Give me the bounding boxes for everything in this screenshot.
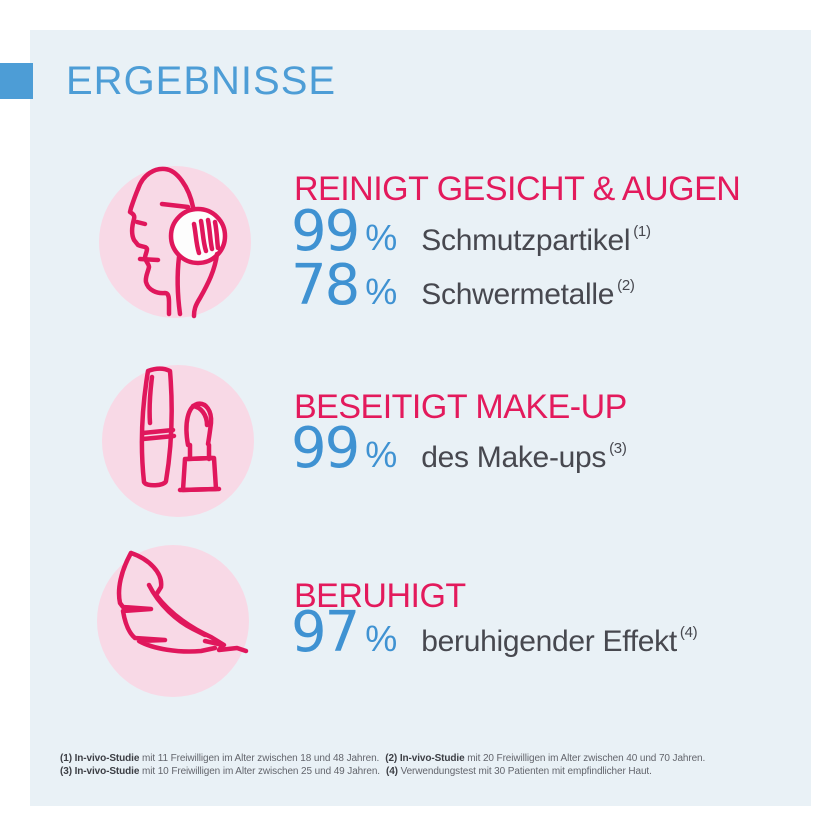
- mascara-lipstick-svg: [102, 365, 254, 517]
- stat-unit: %: [365, 271, 398, 312]
- stat-unit: %: [365, 618, 398, 659]
- stat-row-makeup: 99 % des Make-ups (3): [291, 421, 627, 477]
- section-heading-makeup: BESEITIGT MAKE-UP: [294, 388, 627, 426]
- stat-row-heavy-metals: 78 % Schwermetalle (2): [291, 258, 635, 314]
- section-heading-cleansing: REINIGT GESICHT & AUGEN: [294, 170, 741, 208]
- stat-unit: %: [365, 217, 398, 258]
- stat-row-dirt: 99 % Schmutzpartikel (1): [291, 204, 651, 260]
- footnote-ref: (2): [617, 277, 635, 294]
- mascara-lipstick-icon: [94, 357, 262, 525]
- stat-label: des Make-ups (3): [421, 440, 627, 474]
- footnote-line-1: (1) In-vivo-Studie mit 11 Freiwilligen i…: [60, 753, 800, 766]
- feather-svg: [97, 545, 249, 697]
- face-cotton-pad-icon: [91, 158, 259, 326]
- stat-value: 97: [291, 600, 360, 665]
- footnotes: (1) In-vivo-Studie mit 11 Freiwilligen i…: [60, 753, 800, 778]
- footnote-2: (2) In-vivo-Studie mit 20 Freiwilligen i…: [385, 753, 706, 764]
- feather-icon: [89, 537, 257, 705]
- footnote-line-2: (3) In-vivo-Studie mit 10 Freiwilligen i…: [60, 766, 800, 779]
- stat-unit: %: [365, 434, 398, 475]
- footnote-3: (3) In-vivo-Studie mit 10 Freiwilligen i…: [60, 765, 380, 777]
- stat-row-soothing: 97 % beruhigender Effekt (4): [291, 600, 698, 665]
- stat-value: 99: [291, 199, 360, 264]
- face-cotton-pad-svg: [99, 166, 251, 319]
- footnote-ref: (1): [633, 223, 651, 240]
- blue-accent-square: [0, 63, 33, 99]
- stat-label: Schwermetalle (2): [421, 277, 635, 311]
- stat-label: Schmutzpartikel (1): [421, 223, 651, 257]
- stat-value: 78: [291, 253, 360, 318]
- footnote-4: (4) Verwendungstest mit 30 Patienten mit…: [385, 765, 652, 777]
- stat-value: 99: [291, 416, 360, 481]
- footnote-1: (1) In-vivo-Studie mit 11 Freiwilligen i…: [60, 753, 380, 764]
- stat-label: beruhigender Effekt (4): [421, 624, 698, 658]
- footnote-ref: (4): [679, 624, 698, 641]
- footnote-ref: (3): [609, 440, 627, 457]
- page-title: ERGEBNISSE: [66, 59, 337, 103]
- section-heading-soothing: BERUHIGT: [294, 577, 466, 615]
